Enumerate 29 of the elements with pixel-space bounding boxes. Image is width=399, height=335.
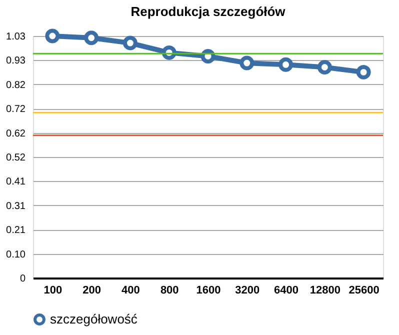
y-tick-label: 0.62: [6, 128, 26, 140]
point: [278, 57, 294, 72]
point: [84, 30, 99, 46]
point: [122, 36, 138, 50]
x-tick-label: 3200: [235, 284, 260, 296]
y-tick-label: 0.72: [6, 104, 26, 116]
point: [317, 60, 332, 74]
x-tick-label: 6400: [274, 284, 299, 296]
y-tick-label: 0: [20, 274, 26, 284]
y-tick-label: 0.82: [6, 80, 26, 91]
x-tick-label: 12800: [310, 284, 340, 296]
legend-label: szczegółowość: [50, 312, 138, 326]
x-tick-label: 200: [82, 284, 102, 296]
chart-title: Reprodukcja szczegółów: [130, 4, 286, 19]
point: [240, 56, 254, 70]
x-tick-label: 800: [160, 284, 179, 296]
point: [45, 28, 60, 44]
y-tick-label: 0.41: [6, 176, 26, 188]
x-tick-label: 100: [44, 284, 62, 296]
point: [356, 64, 371, 80]
y-tick-label: 0.52: [6, 152, 26, 164]
y-tick-label: 0.21: [6, 225, 26, 236]
x-tick-label: 25600: [348, 284, 380, 296]
x-tick-label: 1600: [196, 284, 221, 296]
x-tick-label: 400: [122, 284, 140, 296]
y-tick-label: 0.93: [6, 56, 26, 67]
y-tick-label: 0.31: [6, 200, 26, 212]
y-tick-label: 0.10: [6, 249, 26, 260]
y-tick-label: 1.03: [6, 32, 26, 42]
